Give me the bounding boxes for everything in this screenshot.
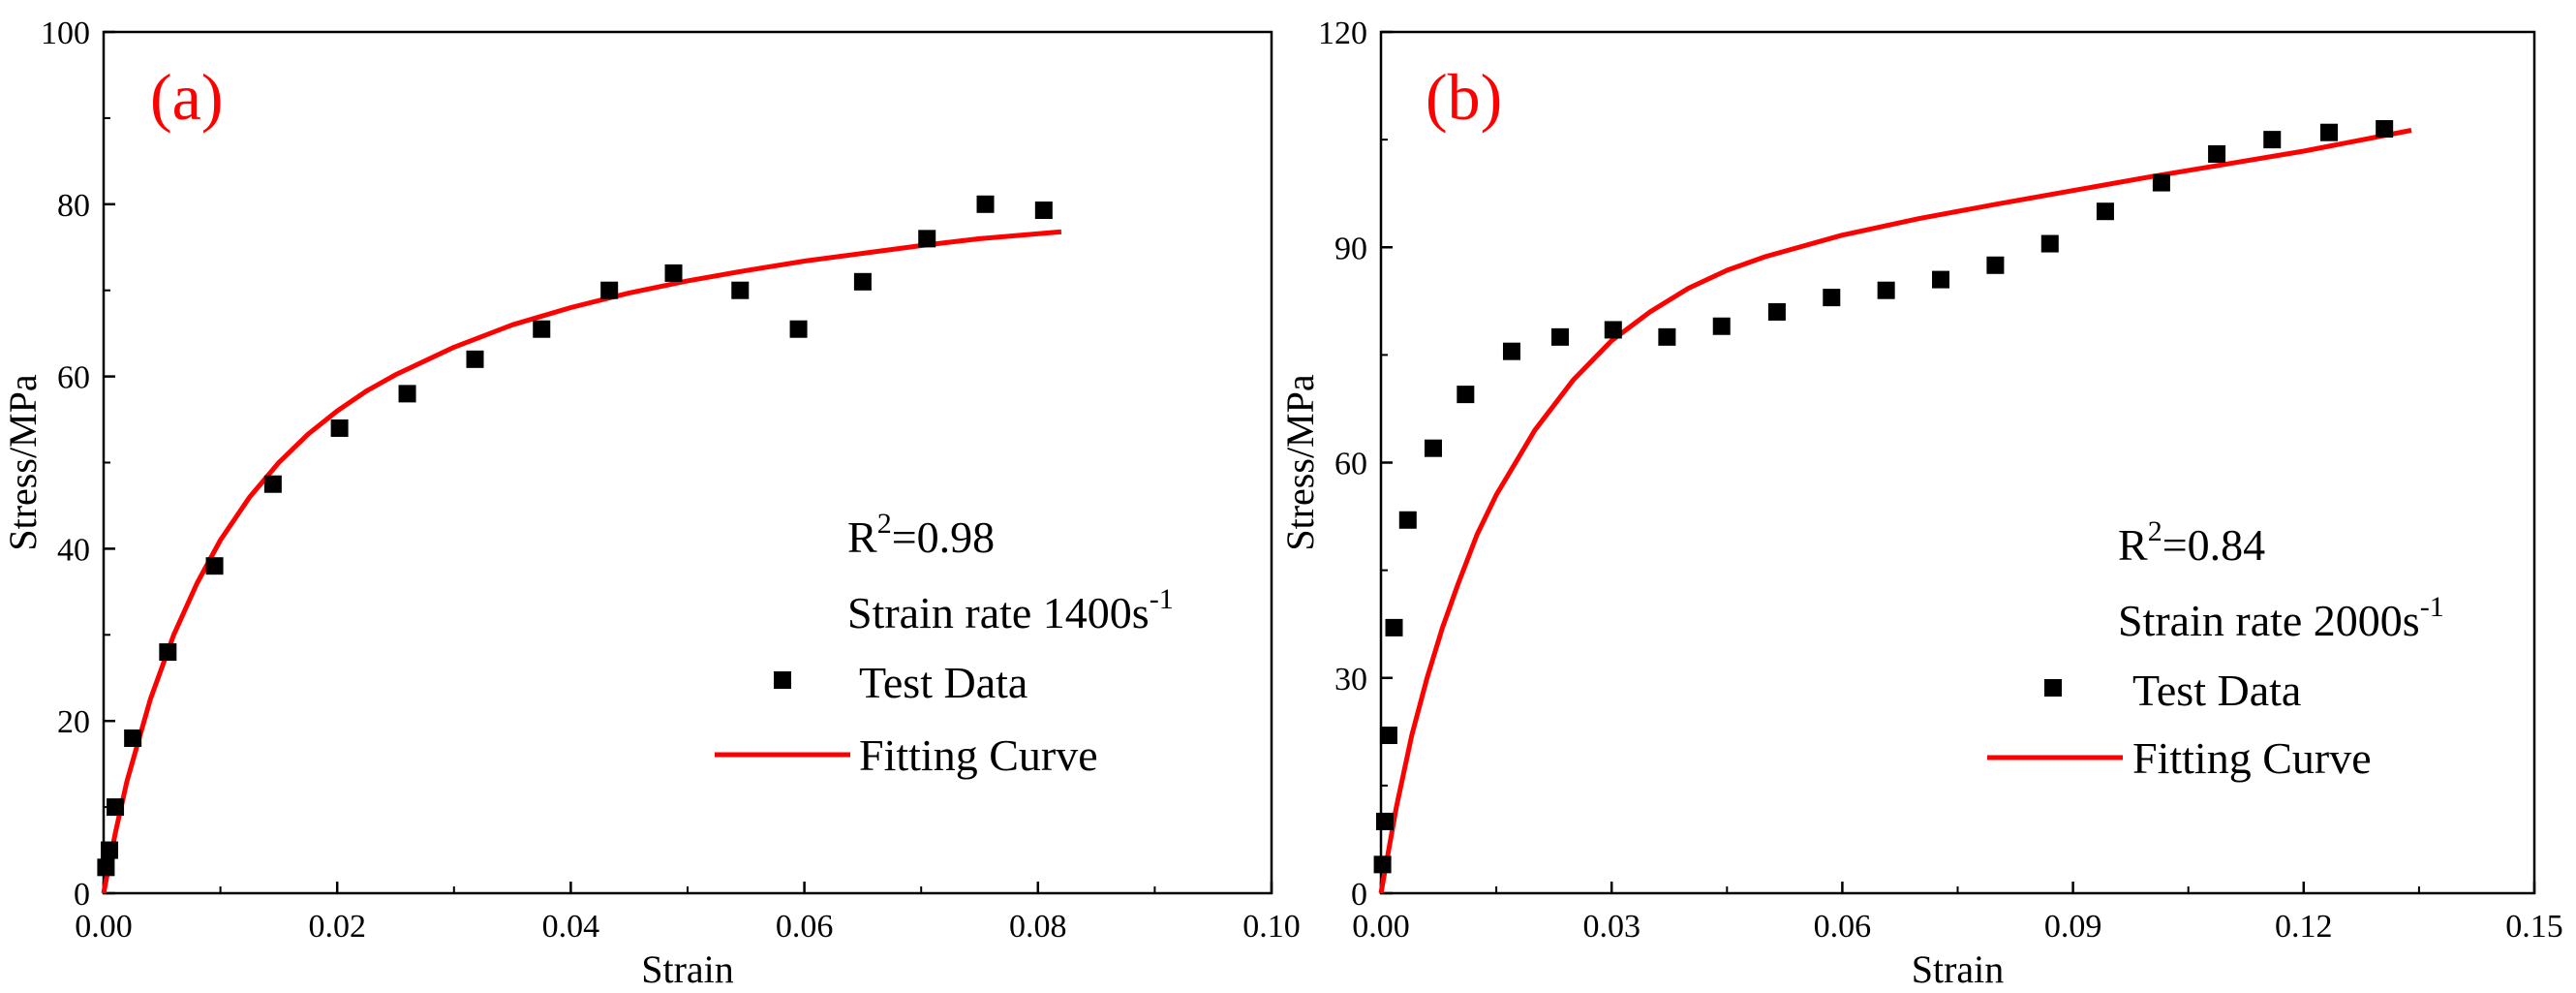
panel-b-x-tick-label: 0.06 — [1814, 909, 1872, 945]
panel-a-chart: 0.00 0.02 0.04 0.06 0.08 0.10 0 20 40 60 80 100 Stra… — [1, 16, 1301, 991]
panel-a-test-data-point — [97, 858, 115, 877]
panel-a-legend-fit-label: Fitting Curve — [859, 730, 1098, 780]
panel-a-test-data-point — [789, 320, 808, 338]
panel-a-legend-test-label: Test Data — [859, 658, 1027, 707]
panel-b-test-data-point — [2376, 120, 2394, 139]
panel-a-test-data-point — [731, 281, 750, 299]
panel-b-r2-annotation: R2=0.84 — [2118, 515, 2265, 570]
panel-b-test-data-point — [2152, 173, 2170, 192]
panel-a-x-tick-label: 0.04 — [542, 909, 600, 945]
panel-a-test-data-point — [205, 557, 224, 575]
panel-a-test-data-point — [1034, 202, 1053, 220]
panel-b-test-data-point — [2208, 144, 2226, 163]
panel-a-test-data-point — [976, 195, 995, 213]
panel-a-y-axis-label: Stress/MPa — [1, 374, 45, 550]
panel-a-label: (a) — [150, 60, 223, 134]
panel-b-test-data-point — [1502, 342, 1520, 360]
panel-b-legend-test-label: Test Data — [2132, 666, 2301, 715]
panel-a-y-tick-label: 60 — [57, 360, 90, 396]
panel-b-x-tick-label: 0.00 — [1352, 909, 1410, 945]
panel-b-test-data-point — [2040, 234, 2059, 253]
panel-a-test-data-point — [918, 230, 936, 248]
panel-a-test-data-point — [664, 264, 683, 282]
panel-a-y-tick-label: 20 — [57, 704, 90, 740]
panel-a-legend-test-marker — [774, 671, 791, 689]
panel-a-y-tick-label: 0 — [74, 877, 90, 913]
panel-a-test-data-point — [159, 643, 177, 662]
panel-b-test-data-point — [1457, 386, 1475, 404]
panel-b-x-axis-label: Strain — [1912, 947, 2005, 991]
panel-b-label: (b) — [1426, 60, 1502, 134]
panel-b-test-data-point — [1932, 270, 1950, 289]
panel-b-test-data-point — [1823, 289, 1841, 307]
panel-a-r2-annotation: R2=0.98 — [847, 508, 995, 562]
panel-b-test-data-point — [1424, 439, 1442, 457]
panel-b-legend-fit-label: Fitting Curve — [2132, 733, 2372, 783]
panel-b-test-data-point — [2263, 131, 2282, 149]
panel-a-test-data-point — [124, 729, 142, 747]
panel-b-test-data-point — [1658, 327, 1676, 346]
panel-a-strain-rate-annotation: Strain rate 1400s-1 — [847, 583, 1174, 637]
panel-a-y-tick-label: 40 — [57, 532, 90, 568]
panel-b-legend-test-marker — [2044, 679, 2062, 697]
panel-a-test-data-point — [853, 272, 872, 291]
panel-b-strain-rate-annotation: Strain rate 2000s-1 — [2118, 591, 2444, 645]
panel-a-x-axis-label: Strain — [641, 947, 734, 991]
panel-b-y-tick-label: 120 — [1318, 16, 1367, 51]
panel-a-test-data-point — [398, 385, 416, 403]
panel-b-test-data-point — [1398, 511, 1417, 529]
panel-b-y-axis-label: Stress/MPa — [1278, 374, 1322, 550]
panel-a-x-tick-label: 0.02 — [308, 909, 366, 945]
panel-b-test-data-point — [1551, 327, 1570, 346]
panel-b-test-data-point — [1375, 812, 1394, 830]
panel-a-x-tick-label: 0.00 — [75, 909, 133, 945]
panel-b-x-tick-label: 0.12 — [2275, 909, 2333, 945]
panel-a-x-tick-label: 0.06 — [776, 909, 834, 945]
panel-b-test-data-point — [1385, 618, 1403, 636]
panel-b-test-data-point — [2096, 202, 2114, 221]
panel-b-test-data-point — [1712, 317, 1731, 335]
panel-b-test-data-point — [2320, 123, 2339, 141]
panel-a-y-tick-label: 80 — [57, 188, 90, 224]
panel-b-x-tick-label: 0.03 — [1582, 909, 1641, 945]
panel-b-test-data-point — [1767, 302, 1786, 321]
panel-b-y-tick-label: 60 — [1334, 447, 1367, 482]
panel-b-test-data-point — [1986, 256, 2005, 274]
panel-b-y-tick-label: 90 — [1334, 231, 1367, 266]
panel-a-test-data-point — [600, 281, 619, 299]
panel-a-y-tick-label: 100 — [41, 16, 90, 51]
panel-a-test-data-point — [107, 798, 125, 817]
panel-a-test-data-point — [330, 419, 349, 437]
panel-b-test-data-point — [1877, 281, 1895, 299]
panel-a-test-data-point — [263, 475, 282, 493]
panel-a-fitting-curve — [101, 229, 1062, 894]
panel-a-test-data-point — [533, 320, 551, 338]
panel-b-fitting-curve — [1378, 128, 2412, 894]
panel-b-test-data-point — [1379, 727, 1397, 745]
panel-b-y-tick-label: 0 — [1351, 877, 1367, 913]
panel-b-x-tick-label: 0.15 — [2505, 909, 2563, 945]
panel-b-y-tick-label: 30 — [1334, 662, 1367, 698]
panel-b-test-data-point — [1604, 321, 1622, 339]
panel-a-test-data-point — [101, 841, 119, 859]
panel-b-test-data-point — [1373, 855, 1392, 874]
panel-b-chart: 0.00 0.03 0.06 0.09 0.12 0.15 0 30 60 90 120 Strain… — [1278, 16, 2563, 991]
panel-b-x-tick-label: 0.09 — [2044, 909, 2102, 945]
panel-a-x-tick-label: 0.08 — [1009, 909, 1067, 945]
panel-a-test-data-point — [466, 350, 484, 368]
panel-a-x-tick-label: 0.10 — [1242, 909, 1301, 945]
